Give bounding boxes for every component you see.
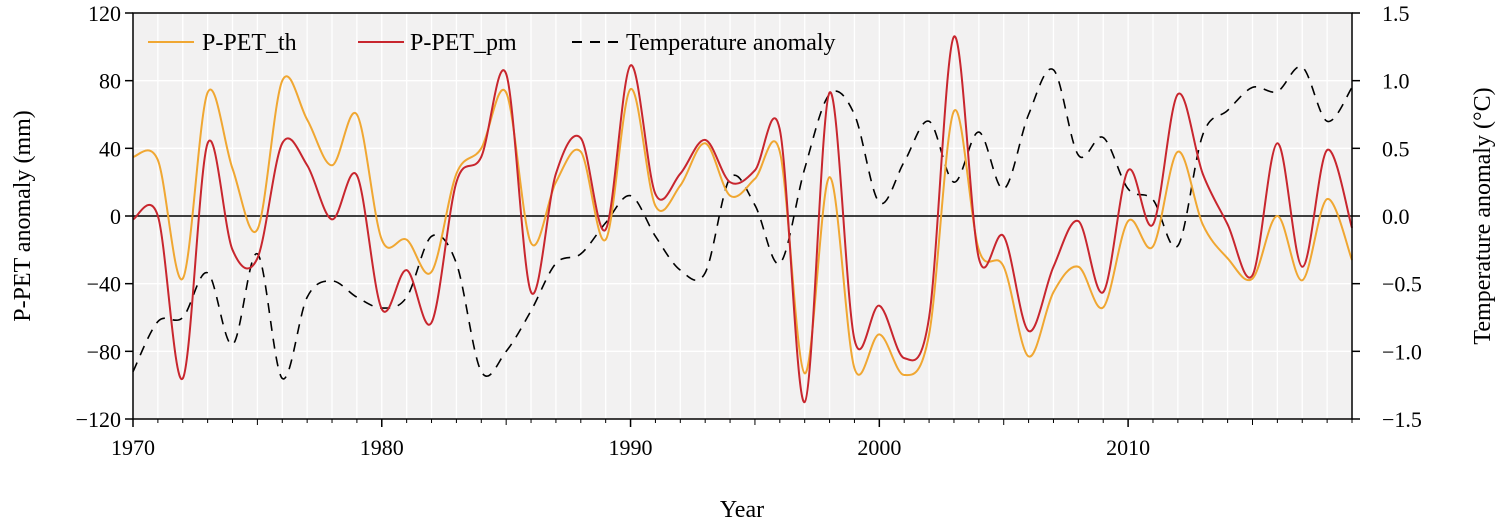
y2-tick-label: −1.0 [1382,339,1422,364]
x-tick-label: 2000 [857,435,901,460]
y-axis-title: P-PET anomaly (mm) [10,110,36,322]
y2-tick-label: 0.0 [1382,204,1410,229]
x-tick-label: 1990 [609,435,653,460]
x-tick-label: 2010 [1106,435,1150,460]
y2-tick-label: 1.0 [1382,69,1410,94]
series-line-temperature [132,65,1353,380]
x-tick-label: 1970 [111,435,155,460]
legend: P-PET_th P-PET_pm Temperature anomaly [148,30,836,56]
y-tick-label: −40 [87,272,121,297]
y2-tick-label: 1.5 [1382,1,1410,26]
axes: 1970 1980 1990 2000 2010 −120 −80 −40 0 40 80 120 −1… [76,1,1422,460]
y-tick-label: 120 [88,1,121,26]
series-line-p-pet-th [132,75,1353,377]
series-line-p-pet-pm [132,35,1353,404]
legend-label-temp: Temperature anomaly [626,30,836,56]
y2-axis-title: Temperature anomaly (°C) [1470,87,1496,344]
y-tick-label: −80 [87,339,121,364]
y2-tick-label: 0.5 [1382,136,1410,161]
y-tick-label: 80 [99,69,121,94]
x-tick-label: 1980 [360,435,404,460]
y-tick-label: −120 [76,407,121,432]
legend-label-pm: P-PET_pm [410,30,517,56]
legend-label-th: P-PET_th [202,30,297,56]
y-tick-label: 0 [110,204,121,229]
y2-tick-label: −0.5 [1382,272,1422,297]
y2-tick-label: −1.5 [1382,407,1422,432]
y-tick-label: 40 [99,136,121,161]
x-axis-title: Year [720,497,764,523]
series-layer [132,35,1353,404]
